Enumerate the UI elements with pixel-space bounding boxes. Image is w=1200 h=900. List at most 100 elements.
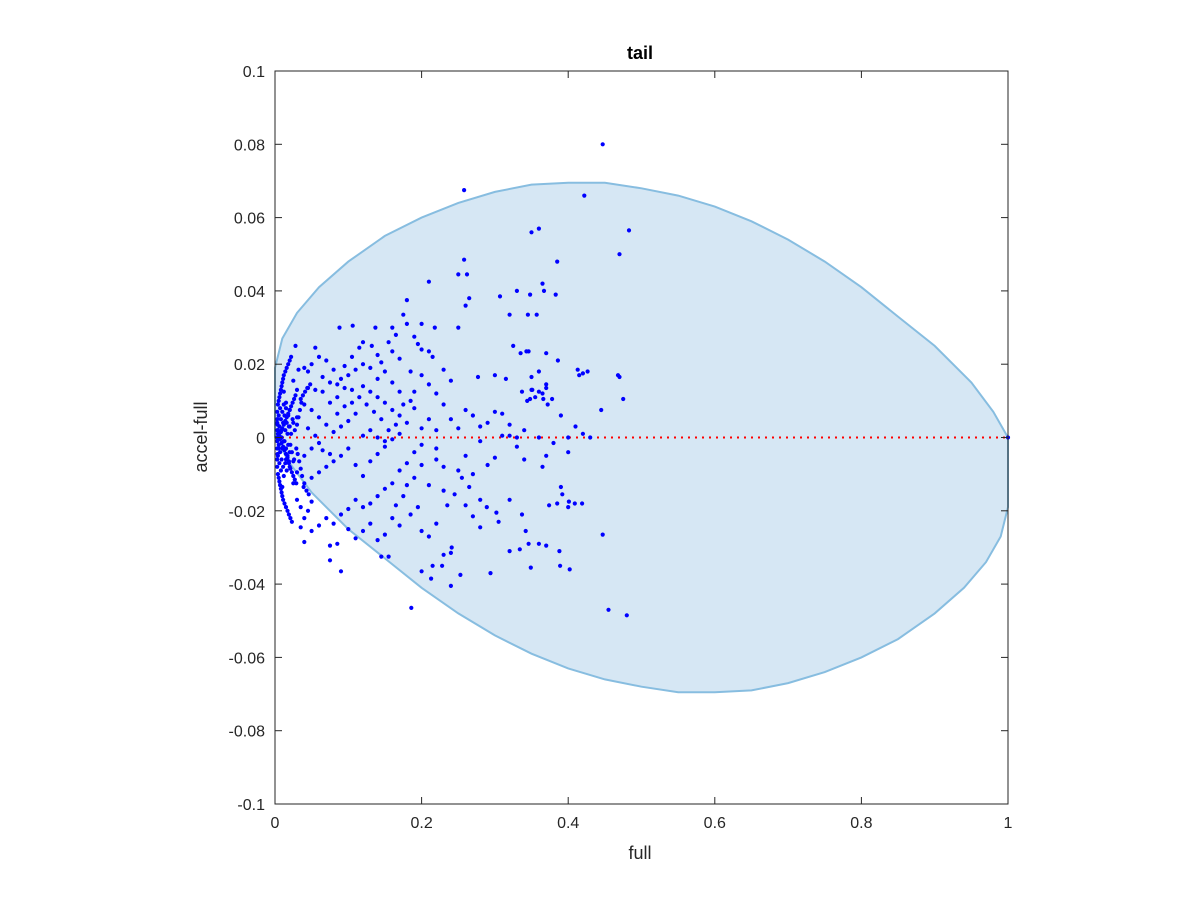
data-point [277, 479, 282, 484]
data-point [277, 461, 282, 466]
data-point [283, 428, 288, 433]
data-point [286, 362, 291, 367]
data-point [369, 343, 374, 348]
data-point [275, 446, 280, 451]
data-point [485, 462, 490, 468]
data-point [335, 395, 340, 400]
data-point [470, 472, 475, 477]
data-point [364, 402, 369, 407]
data-point [448, 417, 453, 422]
data-point [309, 362, 314, 367]
data-point [360, 340, 366, 345]
data-point [449, 545, 454, 550]
data-point [316, 415, 322, 420]
data-point [541, 288, 547, 293]
data-point [397, 431, 402, 436]
data-point [462, 188, 467, 193]
data-point [346, 506, 351, 512]
data-point [540, 281, 545, 286]
data-point [507, 312, 512, 317]
data-point [375, 395, 380, 400]
data-point [278, 406, 283, 411]
data-point [507, 422, 512, 427]
data-point [533, 395, 538, 400]
data-point [522, 428, 527, 433]
data-point [313, 387, 318, 392]
region-layer [274, 181, 1009, 694]
data-point [573, 424, 578, 429]
data-point [390, 437, 395, 442]
data-point [415, 505, 420, 510]
data-point [331, 367, 336, 372]
data-point [289, 470, 294, 475]
data-point [401, 494, 406, 499]
data-point [536, 226, 542, 231]
data-point [283, 505, 289, 510]
data-point [386, 340, 391, 345]
data-point [448, 378, 453, 383]
data-point [404, 483, 409, 488]
data-point [426, 534, 431, 539]
data-point [415, 341, 420, 347]
data-point [529, 374, 534, 380]
data-point [349, 387, 355, 392]
data-point [379, 360, 384, 365]
data-point [494, 510, 499, 515]
data-point [475, 374, 481, 380]
data-point [305, 385, 310, 391]
data-point [617, 374, 622, 380]
data-point [316, 523, 322, 528]
data-point [281, 373, 286, 378]
data-point [324, 422, 329, 427]
data-point [298, 505, 303, 510]
data-point [426, 417, 431, 422]
data-point [342, 363, 347, 369]
data-point [275, 422, 280, 427]
data-point [287, 407, 292, 413]
data-point [278, 486, 283, 491]
data-point [357, 345, 362, 350]
data-point [309, 499, 314, 504]
data-point [282, 501, 287, 506]
data-point [287, 358, 292, 363]
data-point [497, 294, 503, 299]
data-point [528, 292, 533, 297]
data-point [275, 402, 280, 407]
data-point [397, 389, 402, 394]
data-point [536, 541, 542, 546]
data-point [287, 450, 292, 455]
data-point [349, 400, 355, 405]
y-tick-label: -0.04 [229, 577, 266, 594]
data-point [390, 481, 395, 486]
data-point [464, 272, 470, 277]
data-point [368, 428, 373, 433]
data-point [324, 464, 329, 469]
data-point [285, 455, 290, 460]
data-point [331, 429, 336, 435]
data-point [534, 312, 539, 317]
data-point [338, 376, 344, 381]
data-point [448, 550, 453, 556]
data-point [404, 321, 409, 326]
data-point [441, 367, 446, 372]
data-point [462, 257, 467, 262]
data-point [412, 334, 417, 339]
data-point [463, 407, 468, 413]
data-point [338, 453, 344, 458]
data-point [288, 516, 293, 521]
data-point [551, 440, 556, 446]
data-point [297, 407, 302, 413]
data-point [375, 538, 380, 543]
data-point [353, 462, 358, 468]
data-point [514, 444, 520, 449]
data-point [566, 435, 571, 440]
data-point [390, 349, 395, 354]
data-point [294, 470, 300, 475]
data-point [302, 481, 307, 486]
data-point [291, 420, 296, 425]
data-point [346, 373, 351, 378]
data-point [279, 440, 284, 446]
data-point [286, 442, 291, 447]
data-point [275, 428, 280, 433]
data-point [547, 503, 552, 508]
